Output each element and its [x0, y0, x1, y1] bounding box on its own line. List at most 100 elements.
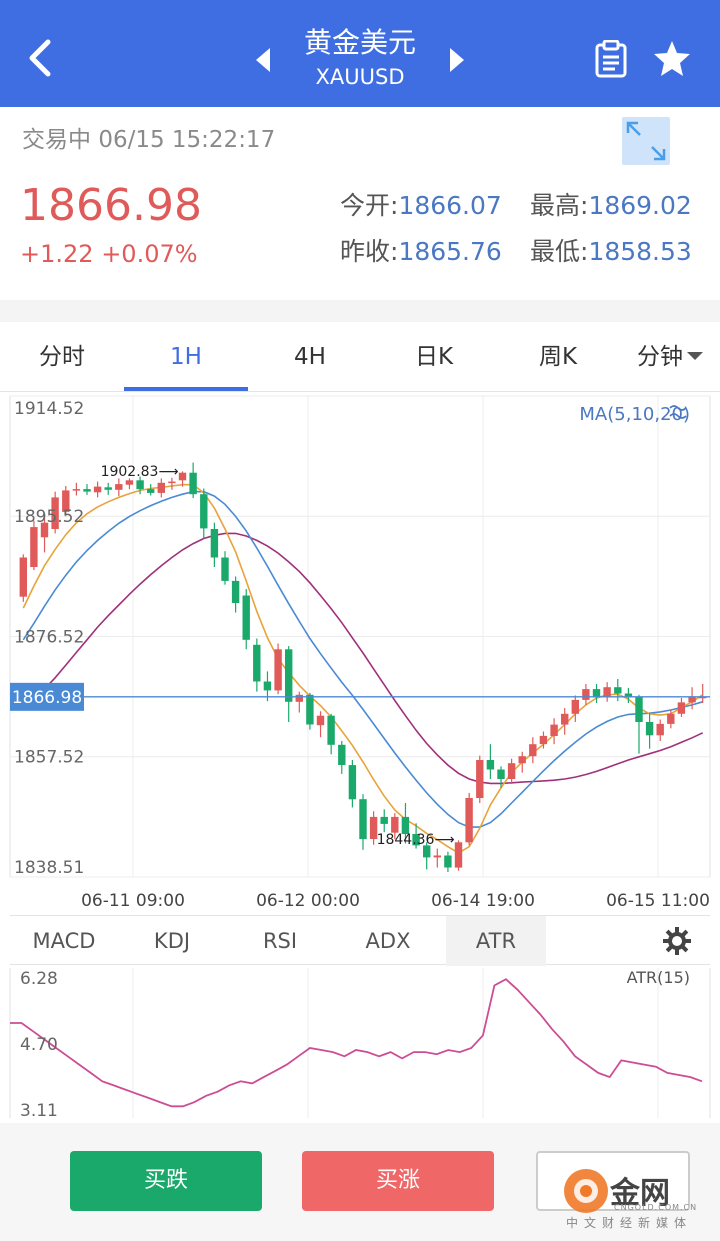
candle-body: [125, 480, 134, 485]
candle: [306, 692, 314, 730]
candle-body: [147, 489, 155, 493]
symbol-code: XAUUSD: [315, 65, 405, 89]
tab-macd[interactable]: MACD: [14, 916, 114, 966]
candle: [444, 851, 452, 873]
prev-symbol-icon[interactable]: [256, 48, 270, 72]
candle: [253, 638, 261, 692]
candle: [561, 708, 569, 735]
candle-body: [338, 744, 346, 765]
title-block: 黄金美元 XAUUSD: [240, 24, 480, 92]
candle: [465, 792, 473, 846]
candle-body: [210, 529, 219, 558]
candle-body: [72, 489, 81, 491]
prev-close-label: 昨收:: [340, 237, 399, 266]
atr-series: [10, 978, 703, 1108]
active-tab-indicator: [124, 387, 248, 391]
page-title: 黄金美元: [303, 26, 416, 59]
high-annotation: 1902.83⟶: [101, 464, 179, 480]
ma-settings-stroke: [669, 405, 687, 419]
atr-grid: [9, 968, 711, 1118]
candle-body: [157, 482, 165, 493]
expand-icon: [626, 121, 666, 161]
candle-body: [412, 834, 420, 846]
candle-body: [285, 649, 293, 702]
open-value: 1866.07: [398, 191, 502, 220]
candle: [178, 471, 187, 487]
candle: [391, 813, 399, 840]
candle-body: [136, 480, 144, 490]
tab-atr[interactable]: ATR: [446, 916, 546, 966]
candle: [582, 684, 590, 705]
x-tick-label: 06-12 00:00: [256, 891, 360, 911]
back-arrow-icon[interactable]: [24, 36, 60, 80]
buy-button[interactable]: 买涨: [302, 1151, 494, 1211]
candle-body: [571, 699, 579, 714]
prev-close-stat: 昨收:1865.76: [340, 232, 502, 268]
candle-body: [645, 722, 654, 736]
candle-body: [401, 816, 410, 834]
candle-body: [677, 702, 686, 714]
indicator-label: MACD: [32, 929, 96, 953]
next-symbol-icon[interactable]: [450, 48, 464, 72]
candle: [529, 737, 537, 764]
open-label: 今开:: [340, 191, 399, 220]
fullscreen-button[interactable]: [622, 117, 670, 165]
candle: [550, 718, 558, 745]
y-tick-label: 1895.52: [14, 507, 84, 527]
candle-body: [454, 842, 463, 868]
candle: [147, 484, 155, 496]
indicator-label: RSI: [262, 929, 298, 953]
y-tick-label: 1914.52: [14, 399, 84, 419]
tab-rsi[interactable]: RSI: [230, 916, 330, 966]
indicator-label: KDJ: [153, 929, 191, 953]
candle: [30, 520, 38, 571]
ma10-line: [22, 490, 703, 828]
tab-minute-dropdown[interactable]: 分钟: [620, 322, 720, 392]
candle: [518, 751, 526, 773]
tab-daily[interactable]: 日K: [372, 322, 496, 392]
ma-legend: MA(5,10,20): [579, 404, 690, 425]
clipboard-icon[interactable]: [594, 40, 628, 78]
atr-chart[interactable]: 6.28 4.70 3.11 ATR(15): [0, 965, 720, 1123]
ma-settings-icon: [669, 405, 687, 419]
tab-1h[interactable]: 1H: [124, 322, 248, 392]
candle-body: [348, 765, 357, 800]
candle-body: [497, 769, 505, 779]
tab-weekly[interactable]: 周K: [496, 322, 620, 392]
candle: [338, 741, 346, 774]
candlestick-chart[interactable]: 1866.98 1914.52 1895.52 1876.52 1857.52 1838…: [0, 392, 720, 912]
candle-body: [178, 472, 187, 481]
atr-y-tick-label: 3.11: [20, 1101, 58, 1121]
candle: [168, 477, 176, 490]
candle: [136, 476, 144, 495]
third-action-button[interactable]: [536, 1151, 690, 1211]
sell-button[interactable]: 买跌: [70, 1151, 262, 1211]
candle-body: [667, 713, 675, 724]
trade-state: 交易中: [22, 127, 91, 153]
candle: [231, 576, 240, 613]
candle-body: [274, 649, 282, 691]
x-tick-label: 06-11 09:00: [81, 891, 185, 911]
candle: [656, 719, 664, 742]
star-icon[interactable]: [652, 40, 692, 78]
indicator-label: ADX: [365, 929, 411, 953]
current-price-group: 1866.98: [10, 682, 710, 711]
candle-body: [550, 724, 558, 736]
candle-body: [433, 855, 441, 858]
candle-body: [316, 715, 325, 726]
candle: [93, 481, 102, 498]
atr-y-tick-label: 4.70: [20, 1035, 58, 1055]
tab-kdj[interactable]: KDJ: [122, 916, 222, 966]
ma20-line: [22, 532, 704, 785]
high-stat: 最高:1869.02: [530, 186, 692, 222]
candle-body: [83, 489, 91, 492]
tab-adx[interactable]: ADX: [338, 916, 438, 966]
candle-body: [561, 713, 569, 725]
candle: [189, 462, 197, 499]
indicator-tabs: MACD KDJ RSI ADX ATR: [10, 915, 710, 966]
gear-icon[interactable]: [662, 926, 692, 956]
tab-timeshare[interactable]: 分时: [0, 322, 124, 392]
candle: [401, 803, 410, 844]
tab-label: 日K: [414, 344, 454, 370]
tab-4h[interactable]: 4H: [248, 322, 372, 392]
